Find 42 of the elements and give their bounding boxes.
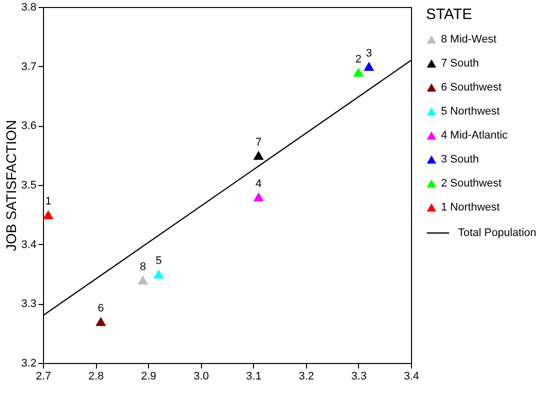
point xyxy=(96,316,106,326)
y-tick-label: 3.4 xyxy=(21,238,36,251)
y-tick-label: 3.8 xyxy=(21,2,36,14)
legend-label: 6 Southwest xyxy=(441,82,502,94)
point xyxy=(253,150,264,160)
legend-label: 4 Mid-Atlantic xyxy=(441,130,508,142)
legend-title: STATE xyxy=(426,6,472,23)
annotation: 2 xyxy=(355,53,362,66)
y-tick-label: 3.2 xyxy=(21,358,36,370)
point xyxy=(43,210,54,220)
x-tick-label: 3.2 xyxy=(298,370,314,382)
point xyxy=(253,192,264,202)
y-axis-title: JOB SATISFACTION xyxy=(3,120,20,252)
annotation: 8 xyxy=(140,260,146,273)
x-tick-label: 2.7 xyxy=(36,370,52,382)
legend-label: 7 South xyxy=(441,58,479,70)
legend-label: Total Population xyxy=(458,227,536,239)
y-tick-label: 3.7 xyxy=(21,60,36,73)
legend-label: 8 Mid-West xyxy=(441,34,496,46)
point xyxy=(364,62,374,71)
x-tick-label: 3.4 xyxy=(404,370,420,382)
point xyxy=(138,275,148,284)
point xyxy=(353,68,364,77)
x-tick-label: 2.9 xyxy=(140,370,156,382)
y-tick-label: 3.3 xyxy=(21,298,36,310)
y-tick-label: 3.6 xyxy=(21,120,36,132)
x-tick-label: 3.1 xyxy=(246,370,262,382)
annotation: 5 xyxy=(156,255,162,267)
annotation: 6 xyxy=(98,302,104,314)
legend-label: 3 South xyxy=(441,154,479,166)
x-tick-label: 2.8 xyxy=(88,370,104,382)
annotation: 3 xyxy=(366,47,372,60)
legend-label: 2 Southwest xyxy=(441,178,502,190)
legend-label: 5 Northwest xyxy=(441,106,500,118)
x-tick-label: 3.3 xyxy=(351,370,367,382)
annotation: 1 xyxy=(45,196,52,208)
annotation: 7 xyxy=(255,136,262,148)
legend-label: 1 Northwest xyxy=(441,202,500,214)
x-tick-label: 3.0 xyxy=(194,370,209,382)
point xyxy=(153,269,164,279)
y-tick-label: 3.5 xyxy=(21,180,36,192)
annotation: 4 xyxy=(255,178,262,190)
